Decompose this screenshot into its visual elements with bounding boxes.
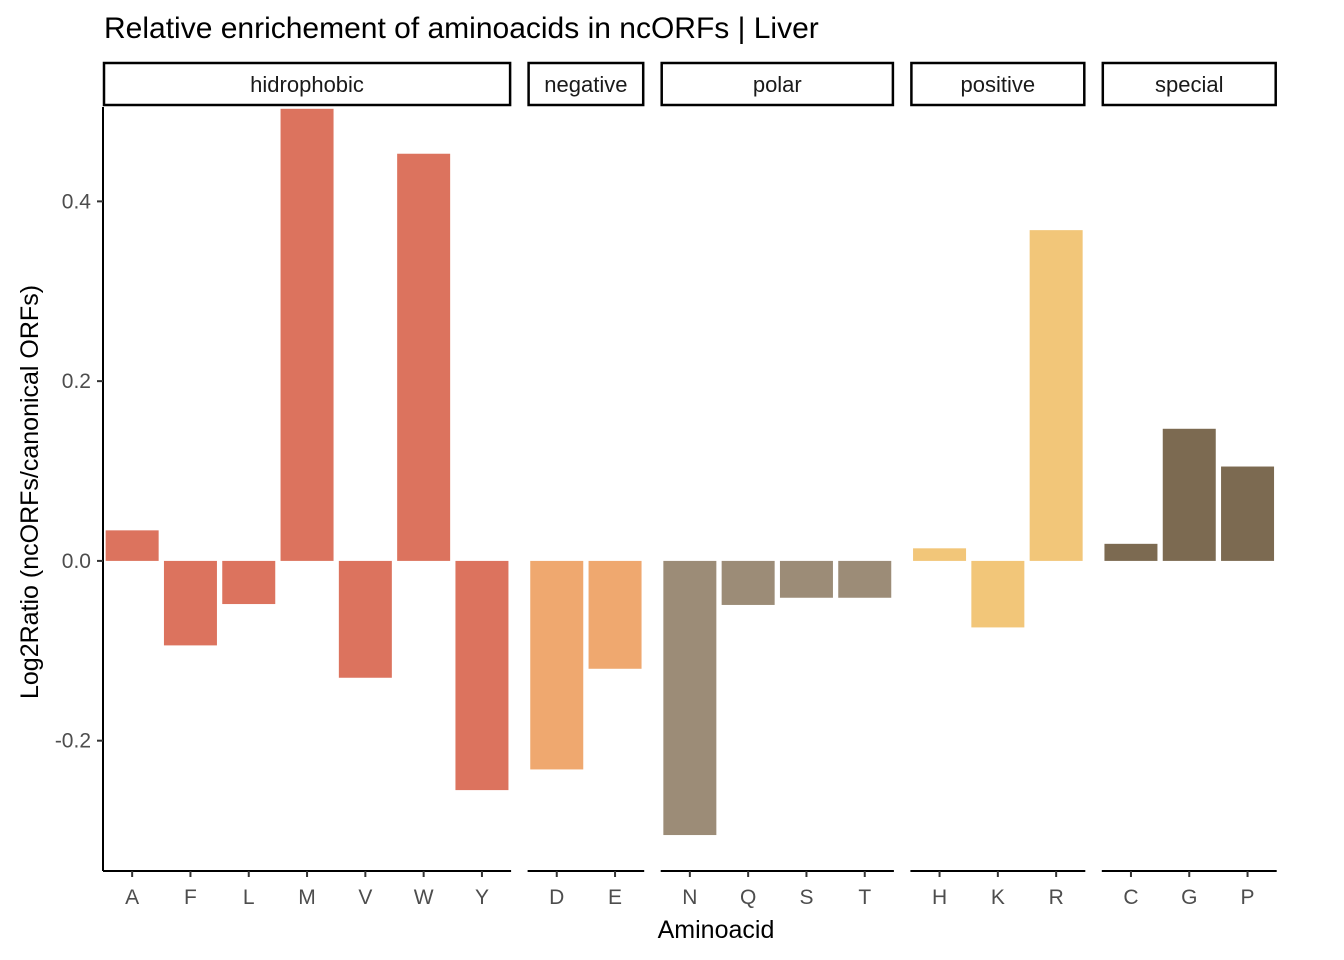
facet-panel-special: special C G P <box>1101 61 1277 909</box>
bar-D <box>530 560 584 770</box>
x-tick-label: L <box>243 886 255 909</box>
x-tick-label: N <box>682 886 697 909</box>
facet-panel-negative: negative D E <box>527 61 645 909</box>
x-tick-label: Y <box>475 886 489 909</box>
x-tick-label: M <box>298 886 316 909</box>
x-tick-label: S <box>799 886 813 909</box>
bar-A <box>105 530 159 561</box>
x-tick-label: V <box>358 886 372 909</box>
facet-panel-positive: positive H K R <box>910 61 1086 909</box>
x-tick-label: P <box>1241 886 1255 909</box>
bar-N <box>663 560 717 836</box>
x-tick-label: E <box>608 886 622 909</box>
x-tick-label: D <box>549 886 564 909</box>
facet-panel-polar: polar N Q S T <box>660 61 895 909</box>
chart-title: Relative enrichement of aminoacids in nc… <box>104 12 819 45</box>
x-tick-label: G <box>1181 886 1197 909</box>
facet-strip-label: hidrophobic <box>250 72 364 97</box>
bar-C <box>1104 543 1158 561</box>
x-tick-label: K <box>991 886 1005 909</box>
y-tick-label: 0.0 <box>62 550 91 573</box>
bar-W <box>397 153 451 561</box>
facet-strip-label: special <box>1155 72 1223 97</box>
x-tick-label: H <box>932 886 947 909</box>
bar-E <box>588 560 642 669</box>
y-tick-label: -0.2 <box>55 730 91 753</box>
bar-V <box>338 560 392 678</box>
facet-strip <box>910 61 1086 107</box>
bar-K <box>971 560 1025 628</box>
x-tick-label: F <box>184 886 197 909</box>
x-axis-title: Aminoacid <box>658 916 775 944</box>
bar-S <box>779 560 833 598</box>
facet-strip <box>1101 61 1277 107</box>
facet-strip <box>527 61 645 107</box>
bar-Y <box>455 560 509 791</box>
facet-panel-hidrophobic: hidrophobic A F L M V W Y <box>102 61 512 909</box>
facet-strip <box>102 61 512 107</box>
facet-strip-label: positive <box>961 72 1036 97</box>
x-tick-label: Q <box>740 886 756 909</box>
facet-strip-label: polar <box>753 72 802 97</box>
facet-strip-label: negative <box>544 72 627 97</box>
y-axis: -0.2 0.0 0.2 0.4 <box>55 107 104 871</box>
x-tick-label: T <box>858 886 871 909</box>
bar-L <box>222 560 276 605</box>
bar-F <box>163 560 217 646</box>
y-axis-title: Log2Ratio (ncORFs/canonical ORFs) <box>16 285 44 699</box>
bar-M <box>280 108 334 561</box>
x-tick-label: C <box>1123 886 1138 909</box>
y-tick-label: 0.4 <box>62 190 92 213</box>
x-tick-label: A <box>125 886 139 909</box>
x-tick-label: W <box>414 886 434 909</box>
bar-R <box>1029 230 1083 561</box>
x-tick-label: R <box>1049 886 1064 909</box>
bar-H <box>913 548 967 561</box>
facet-strip <box>660 61 895 107</box>
bar-P <box>1221 466 1275 561</box>
bar-Q <box>721 560 775 605</box>
y-tick-label: 0.2 <box>62 370 91 393</box>
bar-T <box>838 560 892 598</box>
bar-G <box>1162 428 1216 561</box>
